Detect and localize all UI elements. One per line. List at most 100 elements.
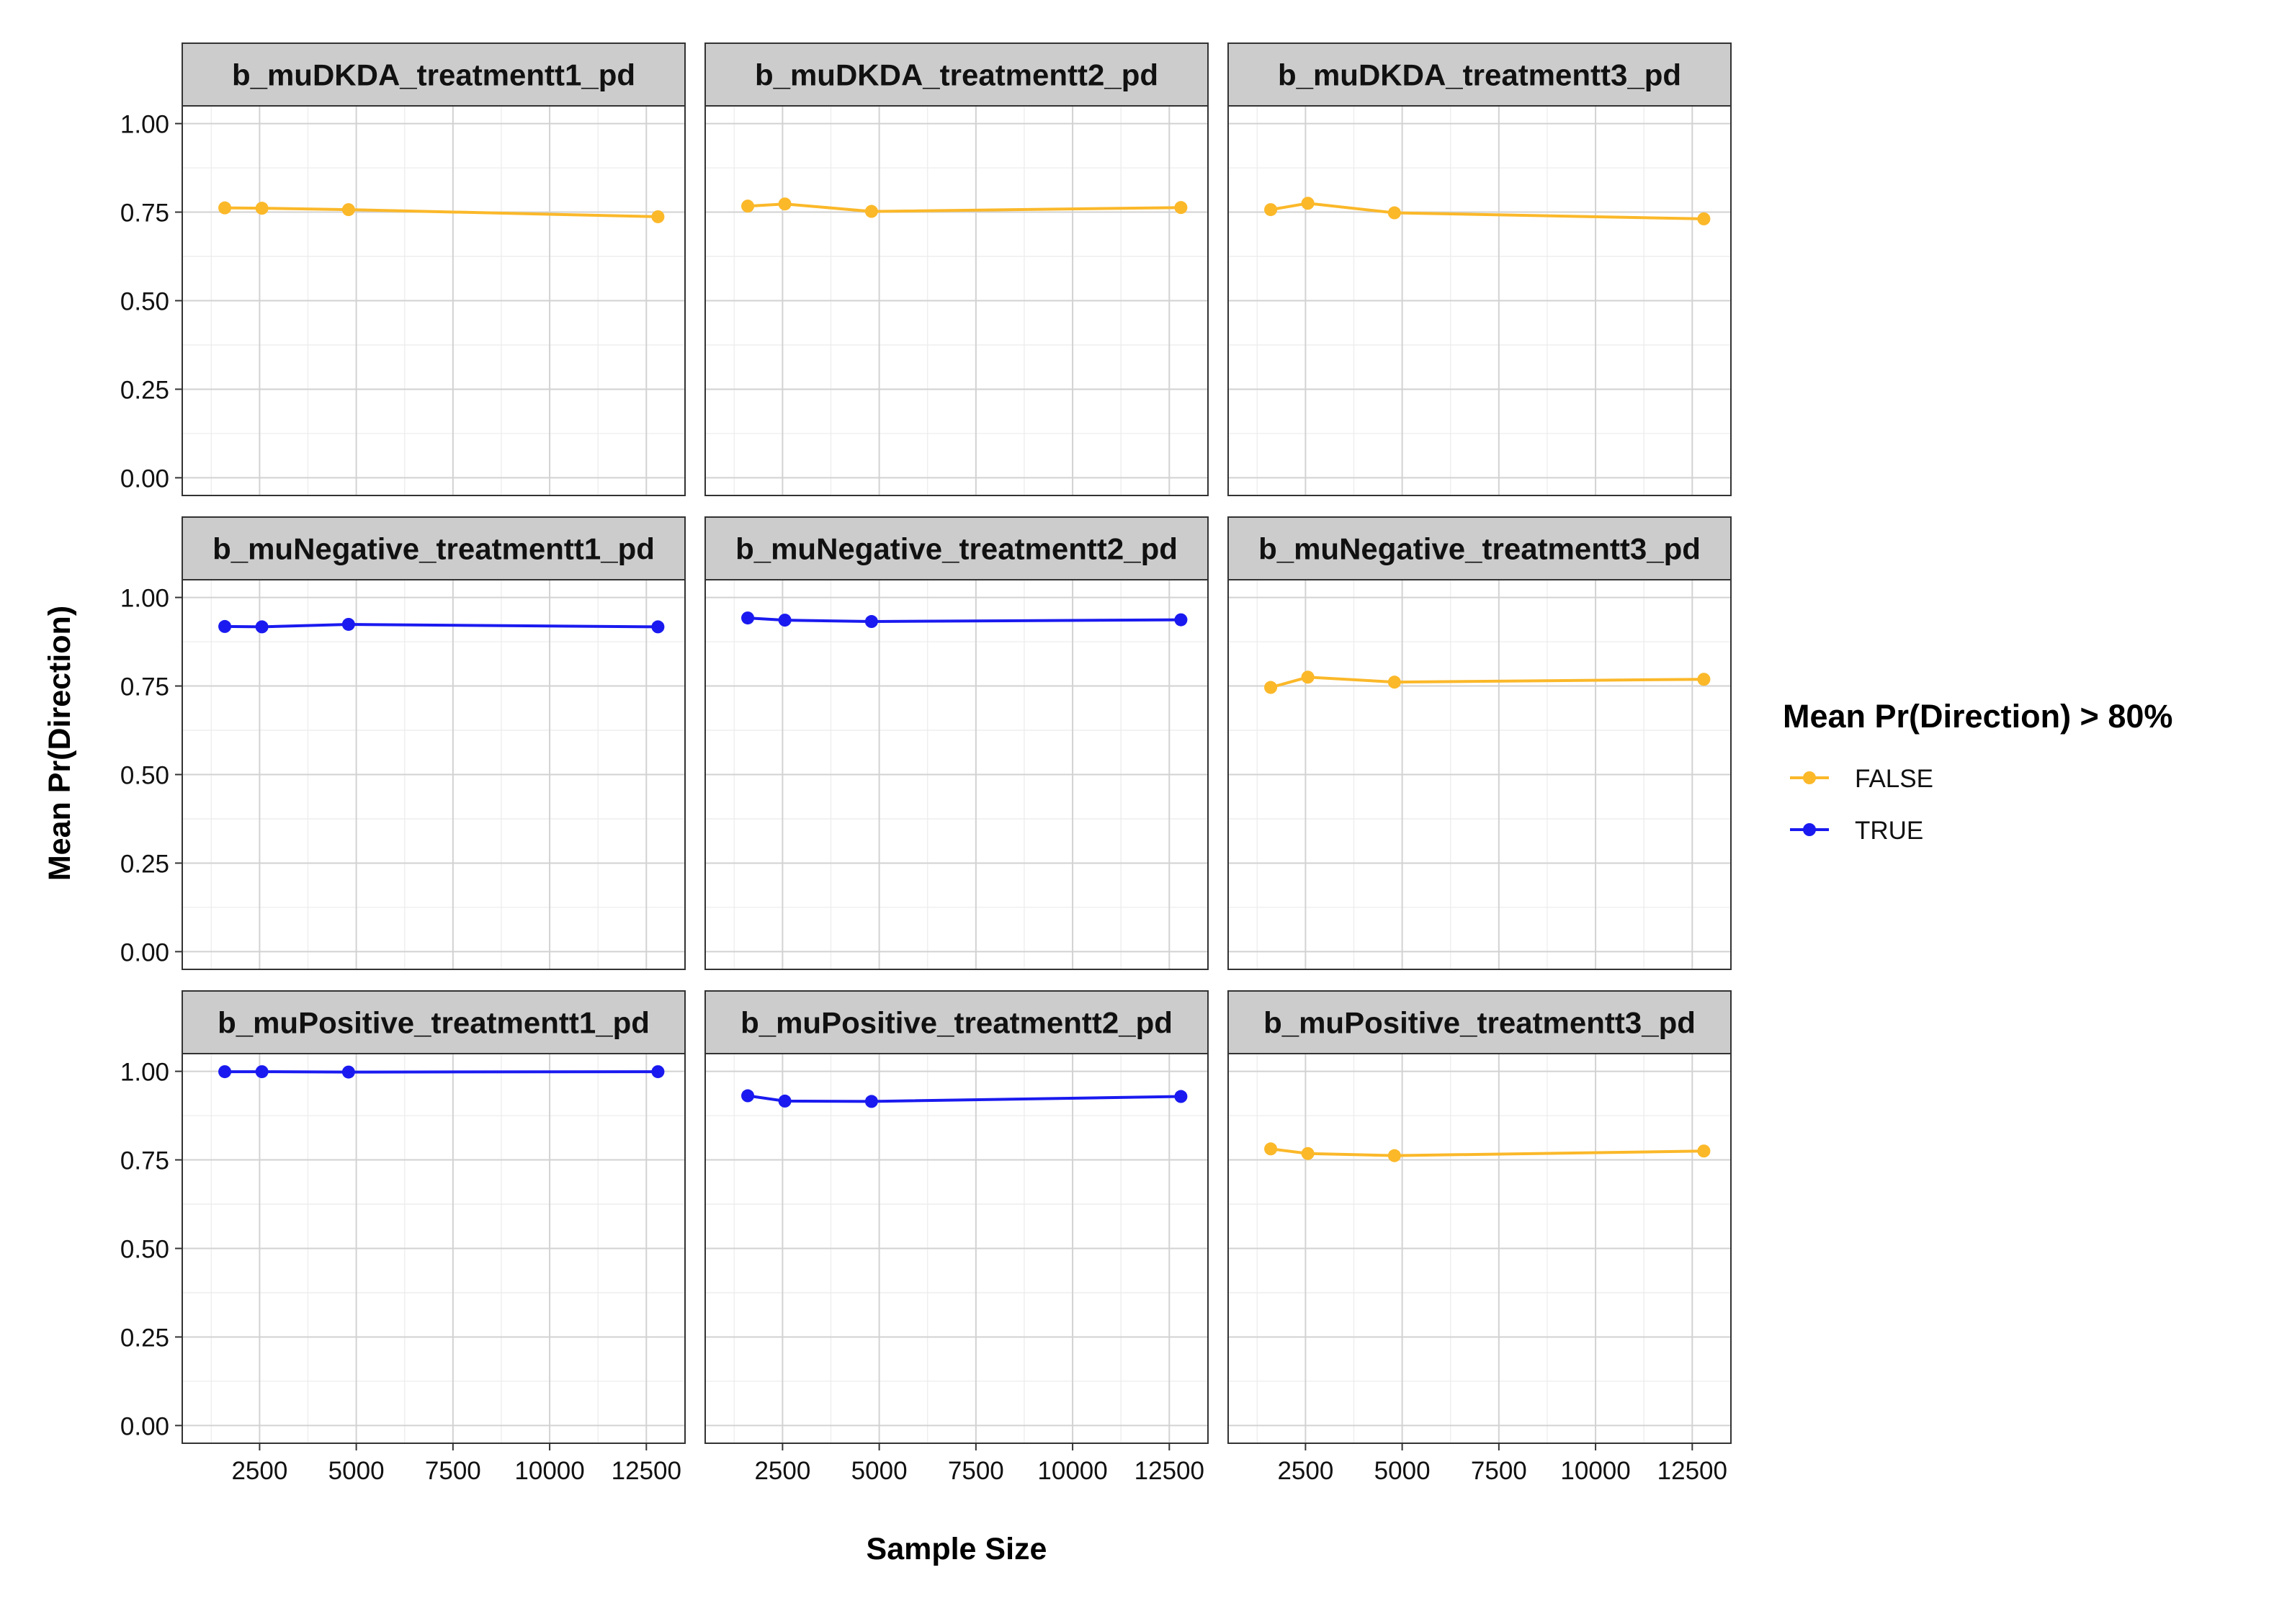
y-tick-label: 0.00 [120,465,169,493]
data-point [341,617,355,631]
data-point [1174,201,1188,215]
data-point [255,620,269,634]
data-point [864,615,878,629]
panel-border [704,579,1209,970]
data-point [741,1089,755,1103]
facet-title: b_muNegative_treatmentt2_pd [735,532,1178,566]
facet-title: b_muDKDA_treatmentt2_pd [755,58,1158,92]
x-axis-title: Sample Size [867,1532,1047,1566]
legend-key-point [1803,771,1816,784]
legend-label: TRUE [1855,817,1923,845]
series-line [225,206,658,218]
y-tick-label: 1.00 [120,111,169,139]
data-point [1301,197,1315,210]
series-line [747,616,1181,624]
data-point [218,619,232,633]
data-point [651,1065,665,1079]
y-tick-label: 0.25 [120,1324,169,1352]
facet-title: b_muNegative_treatmentt1_pd [212,532,655,566]
series-line [1270,676,1704,689]
x-tick-label: 10000 [1560,1457,1630,1485]
series-line [225,622,658,629]
data-point [778,614,792,627]
facet-title: b_muDKDA_treatmentt1_pd [232,58,635,92]
x-tick-label: 2500 [1277,1457,1333,1485]
data-point [1387,206,1401,220]
y-tick-label: 1.00 [120,585,169,613]
facet-strip [182,42,686,107]
data-point [1264,1142,1278,1156]
y-tick-label: 0.50 [120,288,169,316]
data-point [741,611,755,625]
data-point [1174,1090,1188,1103]
y-tick-label: 0.50 [120,1236,169,1264]
facet-strip [1227,516,1732,580]
series-line [747,202,1181,213]
facet-title: b_muPositive_treatmentt1_pd [218,1006,650,1040]
legend-label: FALSE [1855,765,1933,793]
x-tick-label: 10000 [514,1457,584,1485]
facet-title: b_muDKDA_treatmentt3_pd [1278,58,1681,92]
data-point [1264,681,1278,694]
x-tick-label: 5000 [328,1457,385,1485]
data-point [341,1065,355,1079]
data-point [218,201,232,215]
facet-strip [704,990,1209,1054]
x-tick-label: 12500 [1134,1457,1204,1485]
panel-border [704,1053,1209,1444]
facet-title: b_muPositive_treatmentt2_pd [740,1006,1173,1040]
x-tick-label: 7500 [948,1457,1004,1485]
data-point [864,205,878,218]
data-point [255,202,269,215]
data-point [341,203,355,217]
facet-strip [1227,990,1732,1054]
facet-title: b_muPositive_treatmentt3_pd [1263,1006,1696,1040]
data-point [255,1065,269,1079]
facet-strip [1227,42,1732,107]
data-point [1301,670,1315,684]
y-tick-label: 0.25 [120,376,169,404]
data-point [1174,613,1188,627]
data-point [218,1065,232,1079]
legend-key-point [1803,823,1816,836]
facet-title: b_muNegative_treatmentt3_pd [1258,532,1701,566]
x-tick-label: 5000 [1374,1457,1431,1485]
series-line [1270,1147,1704,1157]
data-point [864,1095,878,1108]
y-tick-label: 0.25 [120,850,169,878]
x-tick-label: 5000 [851,1457,908,1485]
data-point [651,210,665,223]
facet-strip [182,990,686,1054]
x-tick-label: 2500 [754,1457,810,1485]
facet-strip [182,516,686,580]
y-tick-label: 0.00 [120,938,169,966]
data-point [1301,1147,1315,1160]
panel-border [704,105,1209,496]
data-point [778,1094,792,1108]
x-tick-label: 12500 [612,1457,681,1485]
y-tick-label: 0.75 [120,1147,169,1175]
y-tick-label: 0.75 [120,199,169,228]
data-point [1264,203,1278,217]
data-point [1697,673,1711,686]
y-axis-title: Mean Pr(Direction) [42,606,77,881]
data-point [741,199,755,213]
x-tick-label: 10000 [1037,1457,1107,1485]
series-line [1270,202,1704,220]
x-tick-label: 7500 [1471,1457,1527,1485]
facet-strip [704,516,1209,580]
y-tick-label: 0.00 [120,1412,169,1440]
y-tick-label: 0.50 [120,762,169,790]
x-tick-label: 2500 [231,1457,287,1485]
data-point [1387,676,1401,689]
data-point [1697,212,1711,225]
data-point [778,197,792,211]
x-tick-label: 7500 [425,1457,481,1485]
data-point [1697,1144,1711,1158]
panel-border [1227,105,1732,496]
data-point [651,620,665,634]
series-line [747,1094,1181,1103]
x-tick-label: 12500 [1657,1457,1727,1485]
data-point [1387,1149,1401,1162]
